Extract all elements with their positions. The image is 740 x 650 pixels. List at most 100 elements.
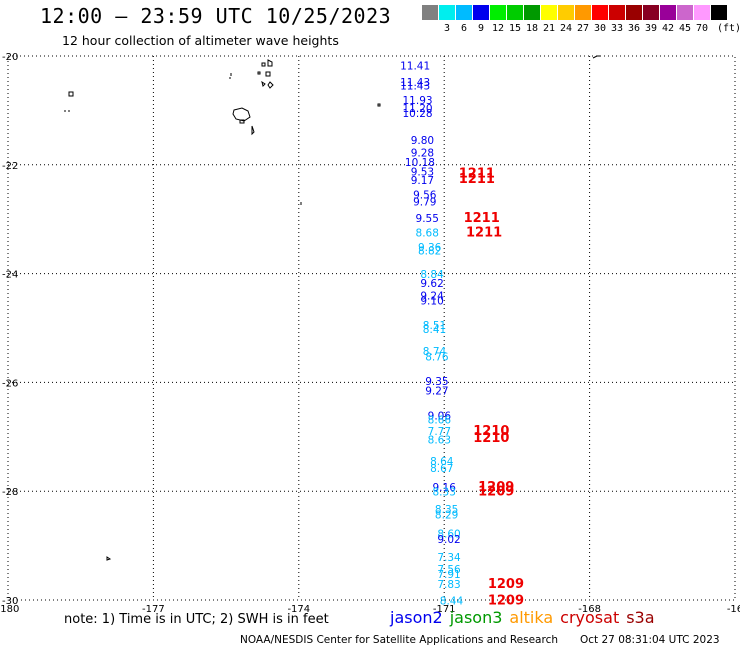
pass-time-label: 1211 [459,166,495,181]
color-swatch [575,5,591,20]
legend-entry: jason3 [449,608,503,627]
color-swatch [422,5,438,20]
pass-time-label: 1209 [488,593,524,608]
color-scale-label: 39 [644,23,658,34]
timestamp-text: Oct 27 08:31:04 UTC 2023 [580,634,720,646]
x-tick-label: -177 [142,604,165,615]
color-swatch [711,5,727,20]
wave-height-label: 9.16 [433,482,457,494]
color-scale-label: 45 [678,23,692,34]
island-outline [261,80,266,87]
color-swatch [626,5,642,20]
wave-height-label: 8.64 [430,456,454,468]
y-tick-label: -22 [2,161,18,172]
wave-height-label: 8.44 [440,595,464,607]
x-tick-label: -168 [578,604,601,615]
wave-height-label: 11.20 [403,103,433,115]
island-outline [592,55,600,59]
color-swatch [558,5,574,20]
wave-height-label: 7.56 [437,564,461,576]
color-scale-label: 12 [491,23,505,34]
wave-height-label: 11.41 [400,61,430,73]
pass-time-label: 1211 [466,226,502,241]
color-swatch [609,5,625,20]
wave-height-label: 9.35 [425,376,448,388]
satellite-legend: jason2 jason3 altika cryosat s3a [390,608,662,627]
color-scale-label: 70 [695,23,709,34]
wave-height-label: 8.63 [428,434,451,446]
island-outline [377,103,381,107]
footnote: note: 1) Time is in UTC; 2) SWH is in fe… [64,612,329,627]
plot-border [7,55,736,601]
legend-entry: jason2 [390,608,443,627]
color-swatch [660,5,676,20]
color-swatch [473,5,489,20]
wave-height-label: 11.43 [400,77,430,89]
color-swatch [541,5,557,20]
color-scale-label: 36 [627,23,641,34]
wave-height-label: 9.80 [411,135,434,147]
color-scale-label: 21 [542,23,556,34]
color-swatch [524,5,540,20]
plot-frame [7,55,736,601]
color-scale-label: 33 [610,23,624,34]
island-outline [257,71,261,75]
y-tick-label: -20 [2,52,18,63]
x-tick-label: -180 [0,604,19,615]
wave-height-label: 8.66 [428,415,452,427]
island-group-tonga-north [64,55,600,561]
color-swatch [439,5,455,20]
x-tick-label: -171 [433,604,456,615]
pass-time-label: 1209 [478,480,514,495]
axis-tick-labels: -180 -177 -174 -171 -168 -16 -20 -22 -24 -26 -28 -3… [0,52,740,615]
y-tick-label: -30 [2,596,18,607]
wave-height-label: 7.34 [437,552,461,564]
wave-height-label: 8.41 [423,324,446,336]
color-swatch [643,5,659,20]
island-outline [232,107,251,122]
wave-height-label: 8.76 [425,352,449,364]
legend-entry: altika [509,608,554,627]
wave-height-label: 9.53 [411,167,434,179]
island-outline [239,119,245,124]
color-scale-label: 27 [576,23,590,34]
wave-height-label: 9.24 [420,291,444,303]
wave-height-label: 9.02 [437,534,460,546]
wave-height-label: 11.43 [400,81,430,93]
island-outline [261,62,266,67]
pass-time-label: 1210 [473,424,509,439]
wave-height-label: 8.74 [423,346,447,358]
wave-height-label: 9.36 [418,242,442,254]
wave-height-label: 10.28 [403,108,433,120]
color-scale-label: 15 [508,23,522,34]
wave-height-label: 8.35 [435,504,458,516]
wave-height-label: 8.51 [423,320,446,332]
island-outline [267,59,273,67]
color-swatch [490,5,506,20]
island-outline [265,71,271,77]
wave-height-label: 11.93 [403,95,433,107]
wave-height-label: 8.82 [418,246,441,258]
wave-height-label: 9.79 [413,197,436,209]
wave-height-label: 7.77 [428,426,451,438]
island-outline [68,91,74,97]
wave-height-label: 9.28 [411,148,434,160]
credit-text: NOAA/NESDIS Center for Satellite Applica… [240,634,558,646]
color-scale-label: 9 [477,23,485,34]
page-title: 12:00 – 23:59 UTC 10/25/2023 [40,4,392,28]
color-scale-label: 30 [593,23,607,34]
wave-height-label: 9.55 [416,213,439,225]
wave-height-label: 9.17 [411,175,434,187]
color-scale-label: 42 [661,23,675,34]
color-scale-label: 18 [525,23,539,34]
pass-time-label: 1211 [459,172,495,187]
color-swatch [677,5,693,20]
color-swatch [694,5,710,20]
y-tick-label: -26 [2,378,18,389]
color-swatch [456,5,472,20]
pass-time-label: 1209 [488,577,524,592]
wave-height-label: 8.67 [430,463,453,475]
island-outline [106,556,112,561]
